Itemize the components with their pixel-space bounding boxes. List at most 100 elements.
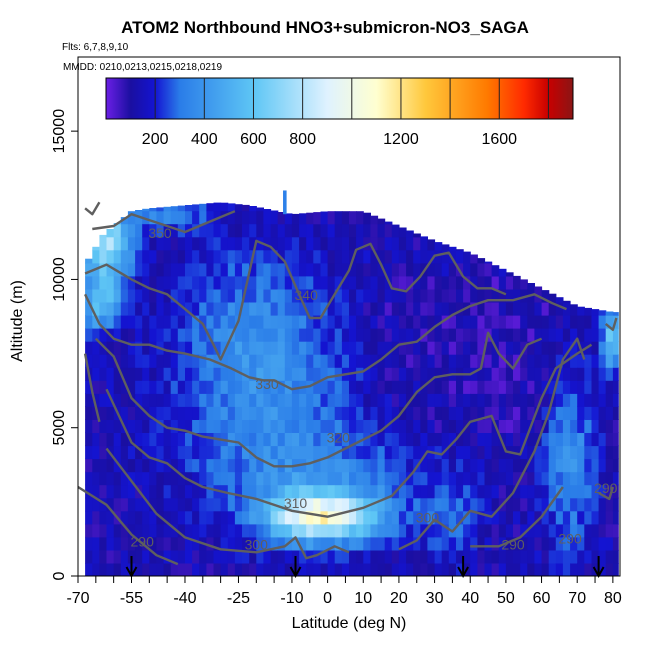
- heatmap-cell: [427, 262, 436, 277]
- heatmap-cell: [270, 288, 279, 303]
- heatmap-cell: [142, 208, 150, 212]
- heatmap-cell: [149, 523, 157, 538]
- heatmap-cell: [163, 223, 172, 238]
- heatmap-cell: [477, 393, 486, 407]
- heatmap-cell: [505, 510, 514, 525]
- heatmap-cell: [420, 236, 428, 251]
- heatmap-cell: [313, 445, 321, 460]
- heatmap-cell: [427, 419, 436, 433]
- heatmap-cell: [277, 262, 286, 277]
- heatmap-cell: [313, 341, 321, 355]
- heatmap-cell: [612, 432, 619, 447]
- heatmap-cell: [456, 445, 464, 460]
- heatmap-cell: [291, 510, 300, 525]
- heatmap-cell: [448, 536, 457, 551]
- heatmap-cell: [491, 471, 500, 486]
- heatmap-cell: [306, 432, 314, 447]
- heatmap-cell: [391, 262, 400, 277]
- heatmap-cell: [527, 393, 535, 407]
- heatmap-cell: [562, 419, 571, 433]
- heatmap-cell: [591, 549, 600, 564]
- heatmap-cell: [448, 563, 457, 576]
- heatmap-cell: [356, 523, 364, 538]
- heatmap-cell: [384, 236, 393, 251]
- heatmap-cell: [263, 262, 272, 277]
- heatmap-cell: [334, 354, 343, 368]
- heatmap-cell: [605, 328, 614, 342]
- heatmap-cell: [249, 432, 257, 447]
- heatmap-cell: [420, 419, 428, 433]
- heatmap-cell: [470, 523, 478, 538]
- heatmap-cell: [92, 536, 100, 551]
- heatmap-cell: [513, 288, 521, 303]
- heatmap-cell: [513, 393, 521, 407]
- heatmap-cell: [498, 471, 507, 486]
- heatmap-cell: [185, 328, 193, 342]
- heatmap-cell: [135, 302, 143, 316]
- heatmap-cell: [185, 236, 193, 251]
- heatmap-cell: [85, 445, 93, 460]
- heatmap-cell: [349, 211, 357, 225]
- heatmap-cell: [477, 328, 486, 342]
- heatmap-cell: [234, 302, 243, 316]
- heatmap-cell: [398, 432, 407, 447]
- heatmap-cell: [284, 223, 293, 238]
- heatmap-cell: [220, 510, 229, 525]
- heatmap-cell: [384, 406, 393, 420]
- heatmap-cell: [99, 406, 108, 420]
- heatmap-cell: [413, 275, 421, 290]
- heatmap-cell: [106, 536, 115, 551]
- heatmap-cell: [256, 432, 264, 447]
- heatmap-cell: [263, 380, 272, 394]
- heatmap-cell: [413, 341, 421, 355]
- heatmap-cell: [127, 223, 136, 238]
- heatmap-cell: [163, 210, 172, 225]
- heatmap-cell: [113, 432, 122, 447]
- heatmap-cell: [306, 536, 314, 551]
- heatmap-cell: [327, 510, 336, 525]
- heatmap-cell: [306, 288, 314, 303]
- heatmap-cell: [177, 210, 186, 225]
- heatmap-cell: [505, 354, 514, 368]
- heatmap-cell: [113, 367, 122, 381]
- heatmap-cell: [562, 393, 571, 407]
- heatmap-cell: [284, 549, 293, 564]
- heatmap-cell: [192, 328, 200, 342]
- heatmap-cell: [170, 367, 179, 381]
- heatmap-cell: [170, 523, 179, 538]
- heatmap-cell: [249, 510, 257, 525]
- heatmap-cell: [491, 288, 500, 303]
- heatmap-cell: [327, 563, 336, 576]
- heatmap-cell: [456, 523, 464, 538]
- heatmap-cell: [398, 471, 407, 486]
- colorbar-tick-label: 1200: [383, 131, 419, 148]
- heatmap-cell: [277, 445, 286, 460]
- heatmap-cell: [92, 275, 100, 290]
- heatmap-cell: [406, 230, 414, 238]
- heatmap-cell: [548, 419, 557, 433]
- heatmap-cell: [220, 328, 229, 342]
- heatmap-cell: [127, 523, 136, 538]
- heatmap-cell: [127, 315, 136, 329]
- heatmap-cell: [562, 367, 571, 381]
- heatmap-cell: [291, 288, 300, 303]
- heatmap-cell: [313, 380, 321, 394]
- heatmap-cell: [505, 432, 514, 447]
- heatmap-cell: [120, 315, 129, 329]
- heatmap-cell: [498, 523, 507, 538]
- heatmap-cell: [577, 471, 585, 486]
- heatmap-cell: [242, 341, 250, 355]
- heatmap-cell: [227, 432, 236, 447]
- heatmap-cell: [391, 563, 400, 576]
- heatmap-cell: [548, 523, 557, 538]
- heatmap-cell: [341, 549, 350, 564]
- heatmap-cell: [299, 523, 307, 538]
- heatmap-cell: [256, 262, 264, 277]
- heatmap-cell: [384, 221, 393, 225]
- heatmap-cell: [341, 380, 350, 394]
- heatmap-cell: [163, 563, 172, 576]
- heatmap-cell: [470, 367, 478, 381]
- heatmap-cell: [106, 288, 115, 303]
- heatmap-cell: [135, 367, 143, 381]
- heatmap-cell: [363, 445, 371, 460]
